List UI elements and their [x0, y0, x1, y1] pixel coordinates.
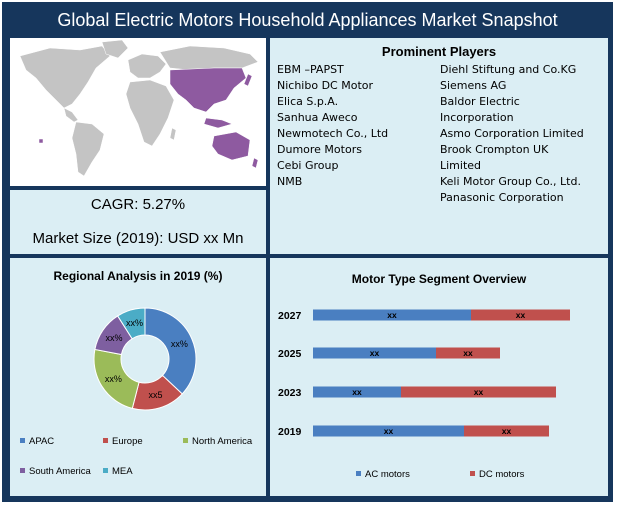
cagr-value: CAGR: 5.27%: [90, 196, 186, 213]
map-new-zealand: [251, 157, 259, 169]
player-name: Brook Crompton UK: [440, 143, 549, 156]
bar-value-label: xx: [463, 348, 473, 358]
player-name: Baldor Electric: [440, 95, 520, 108]
legend-label: AC motors: [365, 469, 410, 480]
players-right-column: Diehl Stiftung and Co.KG Siemens AG Bald…: [440, 62, 584, 206]
snapshot-frame: Global Electric Motors Household Applian…: [2, 2, 613, 502]
bar-segment-ac: [313, 425, 464, 437]
world-map: [19, 39, 259, 177]
player-name: Nichibo DC Motor: [277, 79, 374, 92]
regional-donut-chart: xx% xx5 xx% xx% xx% APAC Europe North America So…: [20, 307, 253, 477]
bar-segment-dc: [464, 425, 549, 437]
bar-segment-ac: [313, 347, 436, 359]
map-island-marker: [38, 138, 44, 144]
legend-swatch: [183, 438, 188, 443]
motor-bar-chart: 2027 xx xx 2025 xx xx 2023 xx xx 2019 xx xx AC motor…: [278, 309, 570, 480]
map-central-america: [63, 107, 79, 123]
map-japan: [243, 73, 253, 87]
bar-value-label: xx: [387, 310, 397, 320]
map-australia: [211, 131, 251, 161]
legend-swatch: [20, 438, 25, 443]
bar-category-label: 2023: [278, 387, 302, 399]
market-size-value: Market Size (2019): USD xx Mn: [32, 230, 244, 247]
players-left-column: EBM –PAPST Nichibo DC Motor Elica S.p.A.…: [277, 62, 388, 190]
donut-slice-label: xx%: [105, 374, 122, 384]
legend-label: North America: [192, 436, 253, 447]
player-name: Diehl Stiftung and Co.KG: [440, 63, 577, 76]
map-north-america: [19, 45, 111, 109]
map-greenland: [101, 39, 129, 59]
bar-value-label: xx: [384, 426, 394, 436]
donut-slice-label: xx%: [171, 339, 188, 349]
player-name: Siemens AG: [440, 79, 507, 92]
bar-value-label: xx: [370, 348, 380, 358]
bar-value-label: xx: [352, 387, 362, 397]
player-name: Limited: [440, 159, 482, 172]
player-name: Asmo Corporation Limited: [440, 127, 584, 140]
donut-slice-label: xx%: [126, 318, 143, 328]
legend-label: South America: [29, 466, 91, 477]
player-name: Newmotech Co., Ltd: [277, 127, 389, 140]
player-name: Elica S.p.A.: [277, 95, 339, 108]
bar-segment-dc: [401, 386, 556, 398]
player-name: Dumore Motors: [277, 143, 362, 156]
donut-slice-label: xx5: [148, 390, 162, 400]
map-south-america: [71, 121, 105, 177]
bar-value-label: xx: [516, 310, 526, 320]
world-map-panel: [10, 38, 266, 186]
map-europe: [127, 53, 167, 79]
players-heading: Prominent Players: [381, 44, 497, 59]
player-name: Cebi Group: [277, 159, 339, 172]
legend-swatch: [103, 438, 108, 443]
donut-slice-apac: [144, 307, 197, 395]
player-name: Sanhua Aweco: [277, 111, 358, 124]
motor-panel: Motor Type Segment Overview 2027 xx xx 2025…: [270, 258, 608, 496]
regional-chart-title: Regional Analysis in 2019 (%): [53, 269, 223, 283]
player-name: Incorporation: [440, 111, 514, 124]
page-title: Global Electric Motors Household Applian…: [57, 10, 558, 30]
map-indonesia: [203, 117, 233, 129]
bar-value-label: xx: [502, 426, 512, 436]
bar-segment-ac: [313, 386, 401, 398]
bar-category-label: 2025: [278, 348, 302, 360]
bar-segment-dc: [471, 309, 570, 321]
map-asia-pacific: [169, 67, 247, 113]
bar-category-label: 2027: [278, 310, 302, 322]
legend-label: MEA: [112, 466, 133, 477]
bar-segment-ac: [313, 309, 471, 321]
donut-slice-label: xx%: [105, 333, 122, 343]
bar-segment-dc: [436, 347, 500, 359]
donut-slice-mea: [116, 307, 146, 340]
map-madagascar: [169, 127, 177, 141]
legend-swatch: [103, 468, 108, 473]
kpi-panel: CAGR: 5.27% Market Size (2019): USD xx M…: [10, 190, 266, 254]
legend-swatch: [356, 471, 361, 476]
legend-swatch: [20, 468, 25, 473]
bar-category-label: 2019: [278, 426, 302, 438]
player-name: Keli Motor Group Co., Ltd.: [440, 175, 581, 188]
legend-swatch: [470, 471, 475, 476]
legend-label: APAC: [29, 436, 54, 447]
legend-label: DC motors: [479, 469, 525, 480]
players-panel: Prominent Players EBM –PAPST Nichibo DC …: [270, 38, 608, 254]
legend-label: Europe: [112, 436, 143, 447]
bar-value-label: xx: [474, 387, 484, 397]
regional-panel: Regional Analysis in 2019 (%) xx% xx5 xx% x…: [10, 258, 266, 496]
map-africa: [125, 79, 175, 147]
player-name: Panasonic Corporation: [440, 191, 564, 204]
map-north-asia: [159, 45, 259, 71]
player-name: NMB: [277, 175, 303, 188]
motor-chart-title: Motor Type Segment Overview: [351, 272, 527, 286]
player-name: EBM –PAPST: [277, 63, 344, 76]
